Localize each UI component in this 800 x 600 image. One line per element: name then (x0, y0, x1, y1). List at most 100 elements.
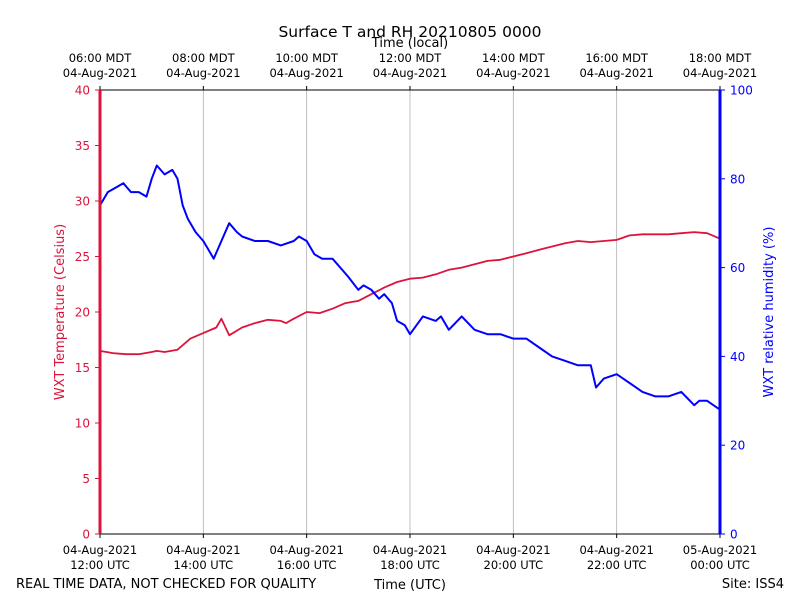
humidity-point-30 (322, 258, 323, 259)
left-tick-label-5: 25 (75, 250, 90, 264)
bottom-axis-label: Time (UTC) (373, 578, 446, 593)
temperature-point-28 (422, 277, 423, 278)
temperature-point-29 (435, 274, 436, 275)
left-tick-label-0: 0 (82, 528, 90, 542)
temperature-point-17 (285, 323, 286, 324)
humidity-point-39 (391, 303, 392, 304)
left-tick-label-1: 5 (82, 472, 90, 486)
temperature-point-21 (332, 308, 333, 309)
temperature-point-48 (681, 233, 682, 234)
top-tick-date-6: 04-Aug-2021 (683, 66, 757, 80)
humidity-point-27 (298, 236, 299, 237)
humidity-point-46 (448, 329, 449, 330)
bottom-tick-date-0: 04-Aug-2021 (63, 543, 137, 557)
left-tick-label-6: 30 (75, 195, 90, 209)
temperature-point-30 (448, 269, 449, 270)
right-axis-label: WXT relative humidity (%) (762, 227, 777, 398)
top-tick-time-4: 14:00 MDT (482, 51, 546, 65)
humidity-point-50 (500, 334, 501, 335)
temperature-point-46 (655, 234, 656, 235)
humidity-point-51 (513, 338, 514, 339)
temperature-point-31 (461, 267, 462, 268)
top-tick-date-1: 04-Aug-2021 (166, 66, 240, 80)
bottom-tick-time-0: 12:00 UTC (70, 558, 130, 572)
temperature-point-19 (306, 311, 307, 312)
temperature-point-39 (564, 243, 565, 244)
temperature-point-3 (138, 354, 139, 355)
top-tick-time-5: 16:00 MDT (585, 51, 649, 65)
bottom-tick-time-2: 16:00 UTC (277, 558, 337, 572)
humidity-point-11 (177, 178, 178, 179)
temperature-point-36 (526, 253, 527, 254)
bottom-tick-date-1: 04-Aug-2021 (166, 543, 240, 557)
temperature-point-12 (229, 335, 230, 336)
top-tick-date-3: 04-Aug-2021 (373, 66, 447, 80)
series-layer (99, 164, 721, 411)
temperature-point-20 (319, 313, 320, 314)
humidity-point-17 (208, 249, 209, 250)
humidity-point-36 (371, 289, 372, 290)
left-tick-label-7: 35 (75, 139, 90, 153)
site-label: Site: ISS4 (722, 577, 784, 592)
humidity-point-61 (629, 382, 630, 383)
temperature-point-15 (267, 319, 268, 320)
temperature-point-47 (668, 234, 669, 235)
humidity-point-58 (595, 387, 596, 388)
quality-disclaimer: REAL TIME DATA, NOT CHECKED FOR QUALITY (16, 577, 316, 592)
temperature-point-40 (577, 240, 578, 241)
left-tick-label-3: 15 (75, 361, 90, 375)
right-tick-label-4: 80 (730, 172, 745, 186)
humidity-point-12 (182, 205, 183, 206)
temperature-point-44 (629, 235, 630, 236)
humidity-point-23 (254, 240, 255, 241)
humidity-point-60 (616, 374, 617, 375)
humidity-point-38 (384, 294, 385, 295)
humidity-point-43 (422, 316, 423, 317)
humidity-point-49 (487, 334, 488, 335)
temperature-point-8 (190, 338, 191, 339)
humidity-point-64 (668, 396, 669, 397)
humidity-point-24 (267, 240, 268, 241)
humidity-line (99, 164, 721, 411)
humidity-point-45 (440, 316, 441, 317)
humidity-point-62 (642, 391, 643, 392)
humidity-point-35 (363, 285, 364, 286)
humidity-point-5 (138, 192, 139, 193)
top-tick-time-1: 08:00 MDT (172, 51, 236, 65)
top-tick-time-6: 18:00 MDT (689, 51, 753, 65)
humidity-point-15 (195, 232, 196, 233)
temperature-point-16 (280, 320, 281, 321)
humidity-point-54 (552, 356, 553, 357)
temperature-point-9 (203, 333, 204, 334)
bottom-tick-time-3: 18:00 UTC (380, 558, 440, 572)
temperature-point-26 (397, 281, 398, 282)
bottom-tick-date-3: 04-Aug-2021 (373, 543, 447, 557)
humidity-point-25 (280, 245, 281, 246)
bottom-tick-time-4: 20:00 UTC (484, 558, 544, 572)
temperature-point-43 (616, 239, 617, 240)
temperature-point-7 (177, 349, 178, 350)
bottom-tick-date-6: 05-Aug-2021 (683, 543, 757, 557)
temperature-point-32 (474, 264, 475, 265)
right-tick-label-0: 0 (730, 528, 738, 542)
temperature-point-1 (112, 353, 113, 354)
humidity-point-9 (164, 174, 165, 175)
humidity-point-21 (236, 232, 237, 233)
humidity-point-2 (115, 187, 116, 188)
temperature-point-22 (345, 303, 346, 304)
temperature-point-35 (513, 256, 514, 257)
humidity-point-4 (130, 192, 131, 193)
top-tick-time-2: 10:00 MDT (275, 51, 339, 65)
humidity-point-44 (435, 320, 436, 321)
humidity-point-20 (229, 223, 230, 224)
temperature-point-27 (409, 278, 410, 279)
humidity-point-48 (474, 329, 475, 330)
top-tick-time-0: 06:00 MDT (69, 51, 133, 65)
humidity-point-56 (577, 365, 578, 366)
humidity-point-37 (378, 298, 379, 299)
temperature-point-11 (221, 318, 222, 319)
humidity-point-65 (681, 391, 682, 392)
bottom-tick-time-6: 00:00 UTC (690, 558, 750, 572)
temperature-point-4 (151, 351, 152, 352)
